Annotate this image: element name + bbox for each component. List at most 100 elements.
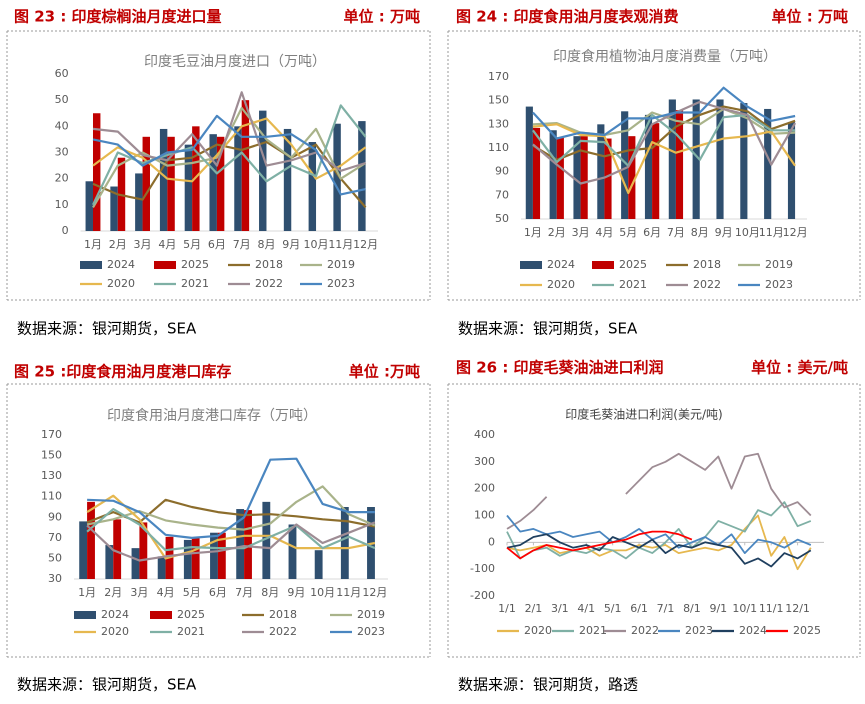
chart-title: 印度毛豆油月度进口（万吨）	[144, 54, 326, 70]
legend-label: 2019	[765, 258, 793, 271]
x-tick-label: 5月	[183, 586, 201, 599]
panel-heading: 图 25 :印度食用油月度港口库存	[14, 363, 231, 381]
bar	[787, 121, 796, 219]
bar	[340, 507, 349, 579]
x-tick-label: 5月	[183, 238, 201, 251]
line	[86, 485, 376, 531]
legend-label: 2025	[793, 624, 821, 637]
bar	[244, 510, 252, 579]
source-note: 数据来源：银河期货，路透	[458, 676, 638, 694]
x-tick-label: 1月	[524, 226, 542, 239]
bar	[668, 99, 676, 219]
bar	[210, 532, 218, 579]
line	[506, 514, 812, 554]
y-tick-label: 30	[48, 572, 62, 585]
legend-label: 2021	[177, 625, 205, 638]
line	[86, 521, 376, 562]
y-tick-label: 60	[55, 67, 69, 80]
y-tick-label: 0	[62, 224, 69, 237]
chart-title: 印度食用油月度港口库存（万吨）	[107, 407, 317, 424]
y-tick-label: 40	[55, 119, 69, 132]
x-tick-label: 11月	[759, 226, 784, 239]
panel-heading: 图 23 : 印度棕榈油月度进口量	[14, 8, 222, 26]
x-tick-label: 3月	[572, 226, 590, 239]
source-note: 数据来源：银河期货，SEA	[17, 320, 197, 338]
legend-label: 2023	[685, 624, 713, 637]
y-tick-label: 110	[41, 490, 62, 503]
line	[532, 100, 797, 185]
line	[532, 86, 796, 140]
chart-title: 印度毛葵油进口利润(美元/吨)	[565, 407, 722, 422]
x-tick-label: 5月	[619, 226, 637, 239]
legend-label: 2018	[255, 258, 283, 271]
bar	[113, 519, 122, 579]
y-tick-label: -200	[470, 589, 495, 602]
x-tick-label: 12/1	[785, 602, 810, 615]
bar	[217, 532, 226, 579]
bar	[167, 136, 175, 231]
legend-label: 2021	[181, 277, 209, 290]
x-tick-label: 4月	[158, 238, 176, 251]
x-tick-label: 11月	[328, 238, 353, 251]
bar	[652, 123, 660, 219]
legend-label: 2025	[181, 258, 209, 271]
legend-label: 2023	[327, 277, 355, 290]
x-tick-label: 12月	[783, 226, 808, 239]
x-tick-label: 1月	[78, 586, 96, 599]
bar	[764, 108, 772, 219]
x-tick-label: 11月	[336, 586, 361, 599]
x-tick-label: 5/1	[604, 602, 622, 615]
y-tick-label: 90	[495, 165, 509, 178]
legend-label: 2022	[631, 624, 659, 637]
x-tick-label: 2/1	[525, 602, 543, 615]
bar	[580, 136, 588, 219]
bar	[87, 501, 95, 579]
x-tick-label: 8月	[691, 226, 709, 239]
bar	[549, 130, 557, 219]
source-note: 数据来源：银河期货，SEA	[17, 676, 197, 694]
x-tick-label: 6月	[643, 226, 661, 239]
bar	[525, 106, 533, 219]
bar	[740, 103, 748, 219]
y-tick-label: -100	[470, 562, 495, 575]
legend-label: 2020	[524, 624, 552, 637]
x-tick-label: 6月	[208, 238, 226, 251]
bar	[556, 137, 564, 219]
x-tick-label: 10/1	[732, 602, 757, 615]
y-tick-label: 20	[55, 172, 69, 185]
y-tick-label: 0	[488, 535, 495, 548]
legend-label: 2023	[357, 625, 385, 638]
x-tick-label: 12月	[353, 238, 378, 251]
bar	[135, 173, 143, 231]
x-tick-label: 7月	[233, 238, 251, 251]
line	[506, 501, 812, 560]
legend-label: 2018	[269, 608, 297, 621]
x-tick-label: 7/1	[657, 602, 675, 615]
line	[92, 106, 367, 208]
y-tick-label: 110	[488, 141, 509, 154]
bar	[241, 100, 250, 232]
bar	[532, 127, 541, 219]
x-tick-label: 2月	[104, 586, 122, 599]
x-tick-label: 10月	[304, 238, 329, 251]
y-tick-label: 200	[474, 482, 495, 495]
y-tick-label: 150	[41, 449, 62, 462]
legend-label: 2023	[765, 278, 793, 291]
bar	[628, 136, 636, 219]
bar	[92, 113, 101, 231]
legend-label: 2021	[579, 624, 607, 637]
bar	[597, 124, 605, 219]
bar	[308, 142, 317, 231]
bar	[262, 501, 271, 579]
legend-label: 2024	[547, 258, 575, 271]
bar	[209, 134, 217, 231]
line	[506, 530, 693, 560]
x-tick-label: 1/1	[498, 602, 516, 615]
legend-label: 2025	[619, 258, 647, 271]
legend-label: 2024	[739, 624, 767, 637]
bar	[288, 524, 297, 579]
y-tick-label: 50	[55, 93, 69, 106]
bar	[142, 136, 150, 231]
x-tick-label: 11/1	[759, 602, 784, 615]
